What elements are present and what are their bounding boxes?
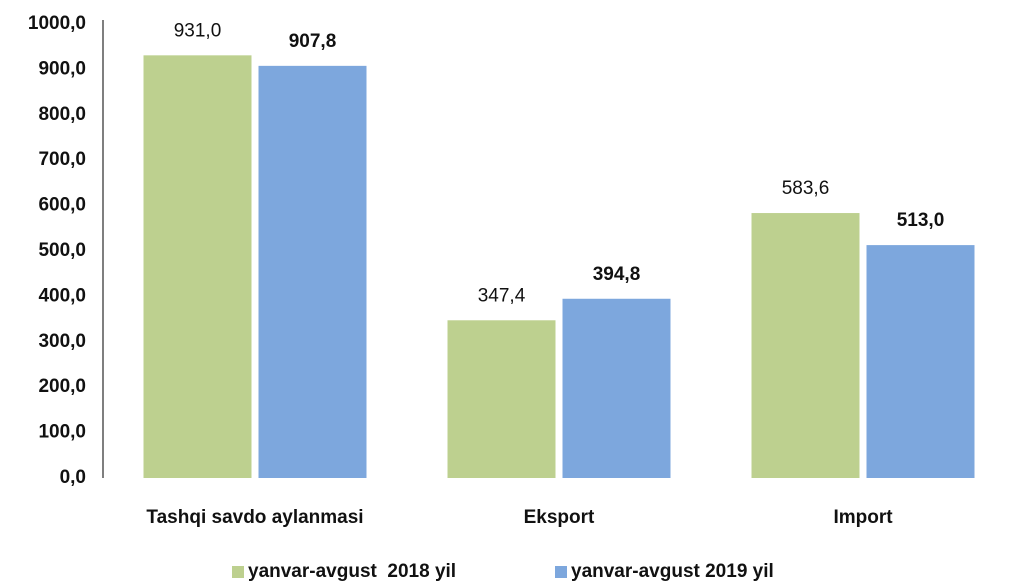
legend-swatch [232,566,244,578]
y-tick-label: 1000,0 [28,13,86,34]
y-tick-label: 100,0 [38,422,86,443]
legend-label: yanvar-avgust 2018 yil [248,561,456,582]
value-label: 583,6 [782,178,830,199]
legend-label: yanvar-avgust 2019 yil [571,561,774,582]
x-tick-label: Import [833,507,893,528]
bar [258,65,367,479]
value-label: 931,0 [174,20,222,41]
bar [143,55,252,479]
y-tick-label: 300,0 [38,331,86,352]
bar [562,298,671,478]
value-label: 513,0 [897,210,945,231]
value-label: 394,8 [593,264,641,285]
value-label: 347,4 [478,285,526,306]
y-tick-label: 800,0 [38,104,86,125]
y-tick-label: 400,0 [38,285,86,306]
value-label: 907,8 [289,31,337,52]
y-tick-label: 200,0 [38,376,86,397]
y-tick-label: 0,0 [60,467,86,488]
y-tick-label: 500,0 [38,240,86,261]
x-tick-label: Tashqi savdo aylanmasi [146,507,363,528]
y-tick-label: 900,0 [38,58,86,79]
x-tick-label: Eksport [524,507,595,528]
bar [447,320,556,478]
y-tick-label: 600,0 [38,195,86,216]
legend-swatch [555,566,567,578]
bar [866,245,975,478]
bar [751,213,860,478]
y-tick-label: 700,0 [38,149,86,170]
